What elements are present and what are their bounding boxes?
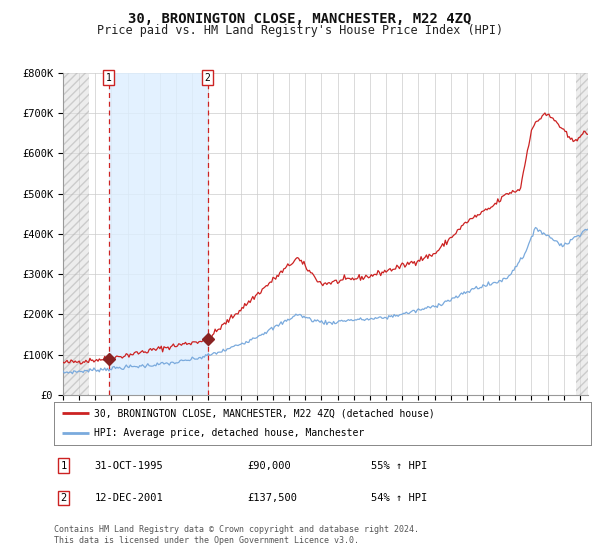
Bar xyxy=(576,73,588,395)
Text: 1: 1 xyxy=(106,73,112,83)
Text: 31-OCT-1995: 31-OCT-1995 xyxy=(94,460,163,470)
Text: Price paid vs. HM Land Registry's House Price Index (HPI): Price paid vs. HM Land Registry's House … xyxy=(97,24,503,36)
Text: 1: 1 xyxy=(61,460,67,470)
Text: 12-DEC-2001: 12-DEC-2001 xyxy=(94,493,163,503)
Text: HPI: Average price, detached house, Manchester: HPI: Average price, detached house, Manc… xyxy=(94,428,365,438)
Text: Contains HM Land Registry data © Crown copyright and database right 2024.
This d: Contains HM Land Registry data © Crown c… xyxy=(54,525,419,545)
Text: 55% ↑ HPI: 55% ↑ HPI xyxy=(371,460,427,470)
Text: 30, BRONINGTON CLOSE, MANCHESTER, M22 4ZQ: 30, BRONINGTON CLOSE, MANCHESTER, M22 4Z… xyxy=(128,12,472,26)
Bar xyxy=(109,73,208,395)
Text: 2: 2 xyxy=(205,73,211,83)
Text: £90,000: £90,000 xyxy=(247,460,291,470)
Bar xyxy=(63,73,89,395)
Text: £137,500: £137,500 xyxy=(247,493,298,503)
Text: 2: 2 xyxy=(61,493,67,503)
Text: 30, BRONINGTON CLOSE, MANCHESTER, M22 4ZQ (detached house): 30, BRONINGTON CLOSE, MANCHESTER, M22 4Z… xyxy=(94,408,435,418)
Text: 54% ↑ HPI: 54% ↑ HPI xyxy=(371,493,427,503)
